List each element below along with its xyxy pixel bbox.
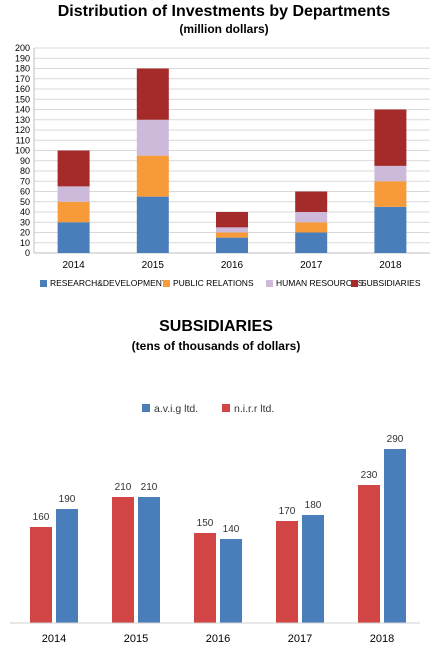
legend-label-public-relations: PUBLIC RELATIONS xyxy=(173,278,254,288)
legend-label-subsidiaries: SUBSIDIARIES xyxy=(361,278,421,288)
y-tick-label: 30 xyxy=(20,217,30,227)
legend-swatch-public-relations xyxy=(163,280,170,287)
y-tick-label: 170 xyxy=(15,74,30,84)
data-label: 190 xyxy=(59,494,76,505)
bar-n-i-r-r-ltd-2018 xyxy=(358,485,380,623)
data-label: 210 xyxy=(115,482,132,493)
data-label: 290 xyxy=(387,434,404,445)
legend-label-a-v-i-g-ltd: a.v.i.g ltd. xyxy=(154,403,198,415)
data-label: 210 xyxy=(141,482,158,493)
bar-public-relations-2017 xyxy=(295,222,328,233)
data-label: 150 xyxy=(197,518,214,529)
x-tick-label: 2015 xyxy=(124,633,148,645)
y-tick-label: 200 xyxy=(15,43,30,53)
x-tick-label: 2014 xyxy=(42,633,66,645)
chart2-subtitle: (tens of thousands of dollars) xyxy=(132,339,301,353)
y-tick-label: 80 xyxy=(20,166,30,176)
bar-n-i-r-r-ltd-2017 xyxy=(276,521,298,623)
subsidiaries-bar-chart: SUBSIDIARIES (tens of thousands of dolla… xyxy=(10,318,420,645)
y-tick-label: 140 xyxy=(15,105,30,115)
bar-a-v-i-g-ltd-2018 xyxy=(384,449,406,623)
x-tick-label: 2017 xyxy=(300,260,323,271)
bar-n-i-r-r-ltd-2014 xyxy=(30,527,52,623)
x-tick-label: 2015 xyxy=(142,260,165,271)
bar-research-development-2018 xyxy=(374,206,407,253)
x-tick-label: 2018 xyxy=(370,633,394,645)
bar-research-development-2016 xyxy=(216,237,248,253)
bar-human-resources-2014 xyxy=(57,186,90,202)
legend-label-human-resources: HUMAN RESOURCES xyxy=(276,278,364,288)
y-tick-label: 0 xyxy=(25,248,30,258)
bar-subsidiaries-2018 xyxy=(374,109,407,166)
y-tick-label: 90 xyxy=(20,156,30,166)
y-tick-label: 110 xyxy=(16,135,30,145)
y-tick-label: 10 xyxy=(20,238,30,248)
bar-n-i-r-r-ltd-2015 xyxy=(112,497,134,623)
bar-a-v-i-g-ltd-2017 xyxy=(302,515,324,623)
bar-subsidiaries-2014 xyxy=(57,150,90,187)
y-tick-label: 60 xyxy=(20,187,30,197)
y-tick-label: 70 xyxy=(20,176,30,186)
legend-swatch-n-i-r-r-ltd xyxy=(222,404,230,412)
y-tick-label: 130 xyxy=(15,115,30,125)
bar-a-v-i-g-ltd-2015 xyxy=(138,497,160,623)
bar-research-development-2017 xyxy=(295,232,328,253)
bar-a-v-i-g-ltd-2014 xyxy=(56,509,78,623)
legend-swatch-subsidiaries xyxy=(351,280,358,287)
bar-human-resources-2015 xyxy=(136,119,169,156)
x-tick-label: 2017 xyxy=(288,633,312,645)
bar-public-relations-2014 xyxy=(57,201,90,223)
chart1-title: Distribution of Investments by Departmen… xyxy=(58,3,391,20)
bar-n-i-r-r-ltd-2016 xyxy=(194,533,216,623)
bar-public-relations-2018 xyxy=(374,181,407,207)
y-tick-label: 40 xyxy=(20,207,30,217)
y-tick-label: 20 xyxy=(20,228,30,238)
bar-public-relations-2015 xyxy=(136,155,169,197)
chart1-subtitle: (million dollars) xyxy=(179,22,268,36)
data-label: 140 xyxy=(223,524,240,535)
chart2-title: SUBSIDIARIES xyxy=(159,318,273,335)
legend-swatch-research-development xyxy=(40,280,47,287)
y-tick-label: 50 xyxy=(20,197,30,207)
legend-swatch-a-v-i-g-ltd xyxy=(142,404,150,412)
bar-subsidiaries-2016 xyxy=(216,212,248,228)
legend-swatch-human-resources xyxy=(266,280,273,287)
bar-public-relations-2016 xyxy=(216,232,248,238)
bar-human-resources-2017 xyxy=(295,212,328,223)
y-tick-label: 180 xyxy=(15,64,30,74)
data-label: 170 xyxy=(279,506,296,517)
x-tick-label: 2016 xyxy=(221,260,244,271)
data-label: 180 xyxy=(305,500,322,511)
bar-research-development-2015 xyxy=(136,196,169,253)
x-tick-label: 2018 xyxy=(379,260,402,271)
y-tick-label: 160 xyxy=(15,84,30,94)
bar-human-resources-2018 xyxy=(374,165,407,182)
x-tick-label: 2016 xyxy=(206,633,230,645)
y-tick-label: 150 xyxy=(15,94,30,104)
legend-label-n-i-r-r-ltd: n.i.r.r ltd. xyxy=(234,403,274,415)
bar-subsidiaries-2017 xyxy=(295,191,328,212)
investments-stacked-bar-chart: Distribution of Investments by Departmen… xyxy=(15,3,430,288)
y-tick-label: 100 xyxy=(15,146,30,156)
x-tick-label: 2014 xyxy=(62,260,85,271)
bar-a-v-i-g-ltd-2016 xyxy=(220,539,242,623)
bar-research-development-2014 xyxy=(57,222,90,253)
legend-label-research-development: RESEARCH&DEVELOPMENT xyxy=(50,278,167,288)
bar-human-resources-2016 xyxy=(216,227,248,233)
y-tick-label: 120 xyxy=(15,125,30,135)
y-tick-label: 190 xyxy=(15,53,30,63)
data-label: 160 xyxy=(33,512,50,523)
bar-subsidiaries-2015 xyxy=(136,68,169,120)
data-label: 230 xyxy=(361,470,378,481)
